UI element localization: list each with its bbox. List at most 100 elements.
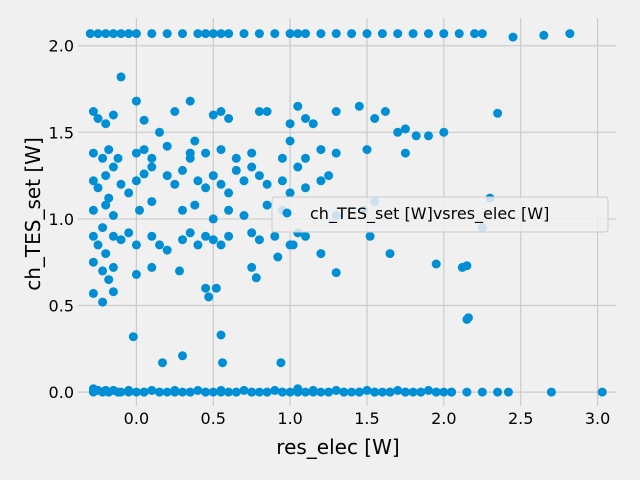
data-point <box>393 127 403 137</box>
data-point <box>285 136 295 146</box>
data-point <box>116 72 126 82</box>
data-point <box>88 288 98 298</box>
data-point <box>331 148 341 158</box>
data-point <box>262 107 272 116</box>
data-point <box>301 114 310 123</box>
data-point <box>247 387 257 397</box>
data-point <box>254 387 264 397</box>
data-point <box>301 183 310 193</box>
data-point <box>463 313 473 323</box>
data-point <box>104 145 114 155</box>
data-point <box>124 188 134 198</box>
data-point <box>108 110 118 120</box>
data-point <box>190 200 200 210</box>
data-point <box>162 29 172 39</box>
data-point <box>98 266 108 276</box>
x-axis-label: res_elec [W] <box>276 435 399 459</box>
data-point <box>178 165 187 175</box>
data-point <box>88 257 98 267</box>
data-point <box>331 268 341 278</box>
data-point <box>98 153 108 163</box>
data-point <box>193 29 203 39</box>
data-point <box>277 387 287 397</box>
data-point <box>178 205 187 215</box>
data-point <box>185 387 195 397</box>
data-point <box>211 283 221 293</box>
data-point <box>98 223 108 233</box>
data-point <box>385 249 395 259</box>
data-point <box>178 387 187 397</box>
data-point <box>439 29 449 39</box>
data-point <box>101 119 111 129</box>
data-point <box>116 387 126 397</box>
data-point <box>470 29 480 39</box>
data-point <box>155 387 164 397</box>
data-point <box>124 228 134 238</box>
data-point <box>131 96 141 106</box>
data-point <box>377 387 387 397</box>
data-point <box>439 387 449 397</box>
data-point <box>101 249 111 259</box>
data-point <box>447 387 456 397</box>
data-point <box>239 211 249 220</box>
data-point <box>285 188 295 198</box>
data-point <box>408 387 418 397</box>
data-point <box>128 332 138 342</box>
data-point <box>424 29 433 39</box>
data-point <box>108 29 118 39</box>
data-point <box>247 262 257 272</box>
data-point <box>385 387 395 397</box>
data-point <box>170 385 180 395</box>
data-point <box>308 385 318 395</box>
data-point <box>477 387 487 397</box>
data-point <box>362 29 372 39</box>
data-point <box>347 387 357 397</box>
data-point <box>439 127 449 137</box>
data-point <box>190 136 200 146</box>
data-point <box>185 148 195 158</box>
data-point <box>354 101 364 111</box>
data-point <box>131 176 141 186</box>
data-point <box>362 385 372 395</box>
data-point <box>147 385 157 395</box>
y-axis-label: ch_TES_set [W] <box>21 137 45 291</box>
x-tick-label: 1.0 <box>277 409 302 428</box>
data-point <box>216 145 226 155</box>
data-point <box>104 275 114 285</box>
data-point <box>131 29 141 39</box>
data-point <box>147 231 157 241</box>
data-point <box>131 148 141 158</box>
data-point <box>193 240 203 250</box>
y-tick-label: 1.0 <box>49 210 74 229</box>
data-point <box>239 29 249 39</box>
data-point <box>178 235 187 245</box>
data-point <box>104 193 114 203</box>
data-point <box>116 235 126 245</box>
data-point <box>170 179 180 189</box>
data-point <box>285 29 295 39</box>
data-point <box>201 183 211 193</box>
data-point <box>316 145 326 155</box>
data-point <box>416 387 426 397</box>
x-tick-label: 3.0 <box>585 409 610 428</box>
data-point <box>224 387 234 397</box>
data-point <box>324 171 334 181</box>
y-tick-label: 2.0 <box>49 37 74 56</box>
data-point <box>254 107 264 116</box>
data-point <box>208 235 218 245</box>
data-point <box>254 235 264 245</box>
data-point <box>224 114 234 123</box>
data-point <box>208 110 218 120</box>
data-point <box>216 330 226 340</box>
data-point <box>216 107 226 116</box>
data-point <box>201 231 211 241</box>
data-point <box>139 169 149 179</box>
data-point <box>88 176 98 186</box>
data-point <box>108 211 118 220</box>
data-point <box>101 29 111 39</box>
x-tick-label: 1.5 <box>354 409 379 428</box>
data-point <box>493 108 503 118</box>
data-point <box>408 29 418 39</box>
data-point <box>88 107 98 116</box>
data-point <box>204 292 214 302</box>
